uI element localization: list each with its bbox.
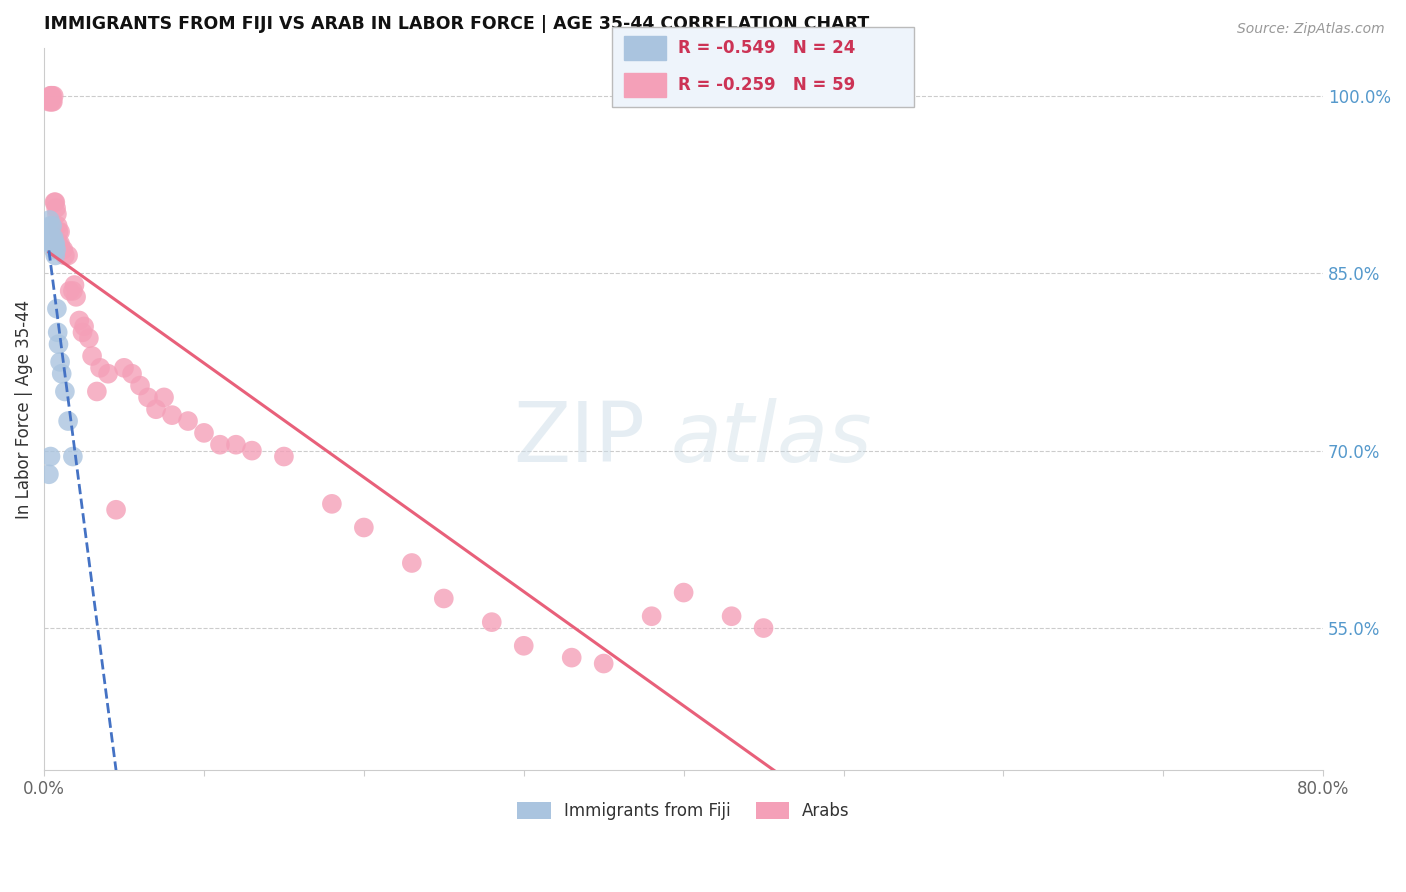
Point [80,349,103,363]
Point [44,236,66,251]
Point [193,425,215,440]
Point [65,290,87,304]
Text: ZIP: ZIP [513,398,645,479]
Point [77,331,100,345]
Point [42,95,65,109]
Point [45,201,67,215]
Point [41,88,63,103]
Point [48,236,70,251]
Point [160,408,183,422]
Point [39,88,62,103]
Point [53,248,76,262]
Y-axis label: In Labor Force | Age 35-44: In Labor Force | Age 35-44 [15,300,32,519]
Point [59,284,82,298]
Point [321,497,343,511]
Point [41,230,63,244]
Point [72,326,94,340]
Point [62,450,84,464]
Point [401,556,423,570]
Point [39,88,62,103]
Text: Source: ZipAtlas.com: Source: ZipAtlas.com [1237,22,1385,37]
Point [153,391,176,405]
Point [112,360,135,375]
Point [42,230,65,244]
Bar [624,37,666,61]
Point [51,243,73,257]
Point [45,301,67,316]
Point [97,367,120,381]
Point [640,609,662,624]
Point [129,378,152,392]
Point [720,609,742,624]
Point [56,248,79,262]
Point [39,219,62,233]
Point [38,467,60,482]
Point [42,88,65,103]
Point [481,615,503,629]
Point [51,367,73,381]
Point [46,326,69,340]
Point [52,243,75,257]
Point [38,213,60,227]
Point [44,195,66,210]
Text: R = -0.259   N = 59: R = -0.259 N = 59 [678,76,855,94]
Point [39,230,62,244]
Point [62,284,84,298]
Point [38,230,60,244]
Point [49,355,72,369]
Point [39,95,62,109]
Point [45,207,67,221]
Point [145,402,167,417]
Point [44,236,66,251]
Bar [624,73,666,97]
Point [42,236,65,251]
Point [561,650,583,665]
Point [136,391,159,405]
Text: atlas: atlas [671,398,873,479]
Point [48,225,70,239]
Point [353,520,375,534]
Point [105,502,128,516]
Point [39,450,62,464]
Point [592,657,614,671]
Legend: Immigrants from Fiji, Arabs: Immigrants from Fiji, Arabs [510,795,856,827]
Point [73,319,96,334]
Point [53,384,76,399]
Point [49,236,72,251]
Point [41,95,63,109]
Point [121,367,143,381]
Point [225,438,247,452]
Point [63,278,86,293]
Point [44,248,66,262]
Point [39,236,62,251]
Point [41,219,63,233]
Point [208,438,231,452]
Text: R = -0.549   N = 24: R = -0.549 N = 24 [678,38,855,56]
Point [513,639,536,653]
Point [38,95,60,109]
Point [48,337,70,351]
Point [86,384,108,399]
Point [89,360,111,375]
Text: IMMIGRANTS FROM FIJI VS ARAB IN LABOR FORCE | AGE 35-44 CORRELATION CHART: IMMIGRANTS FROM FIJI VS ARAB IN LABOR FO… [44,15,869,33]
Point [42,243,65,257]
Point [49,225,72,239]
Point [240,443,263,458]
Point [752,621,775,635]
Point [273,450,295,464]
Point [56,414,79,428]
Point [44,195,66,210]
Point [45,243,67,257]
Point [672,585,695,599]
Point [67,313,90,327]
Point [177,414,200,428]
Point [433,591,456,606]
Point [46,219,69,233]
